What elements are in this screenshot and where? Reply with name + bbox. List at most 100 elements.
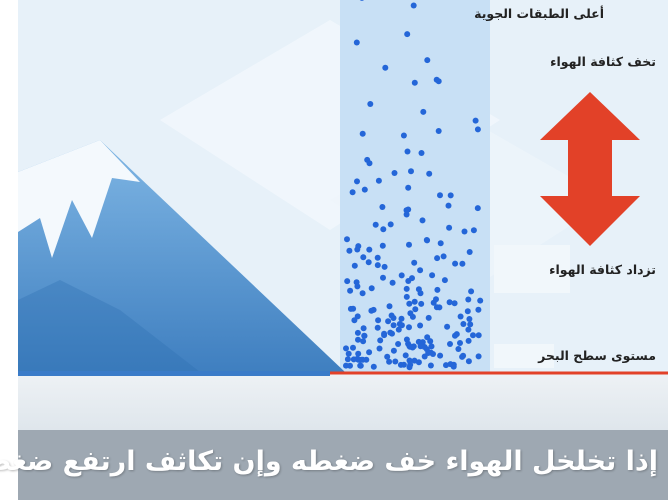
air-molecule [444,323,451,330]
air-molecule [347,362,353,369]
air-molecule [402,352,409,359]
label-panel [494,344,554,368]
air-molecule [354,178,360,185]
air-molecule [349,189,356,196]
air-molecule [466,316,473,322]
air-molecule [391,170,398,176]
air-molecule [447,341,453,347]
air-molecule [403,211,410,218]
air-molecule [368,307,375,314]
air-molecule [466,249,473,255]
air-molecule [347,287,354,294]
air-molecule [424,237,431,244]
air-molecule [465,326,472,333]
air-molecule [409,313,416,320]
mountain [18,140,345,372]
air-molecule [404,31,411,38]
air-molecule [374,324,381,331]
air-molecule [351,317,358,324]
air-molecule [379,204,386,210]
air-molecule [390,347,397,354]
air-molecule [359,290,366,297]
air-molecule [441,277,448,284]
air-molecule [354,329,361,336]
air-molecule [386,358,393,365]
air-molecule [363,356,370,363]
air-molecule [447,361,454,368]
air-molecule [388,312,395,319]
air-molecule [355,350,362,357]
air-molecule [437,192,443,199]
air-molecule [398,315,405,322]
air-molecule [437,240,444,247]
air-molecule [408,168,414,175]
air-molecule [386,303,393,310]
air-molecule [365,259,372,266]
air-molecule [475,353,482,360]
air-molecule [376,345,383,352]
air-molecule [437,352,444,359]
air-molecule [359,0,365,1]
air-molecule [455,346,462,352]
air-molecule [395,326,402,333]
air-molecule [382,64,389,71]
air-molecule [374,262,381,269]
air-molecule [464,308,471,315]
air-molecule [433,296,439,303]
air-molecule [404,148,411,155]
air-molecule [411,259,418,266]
air-molecule [474,126,481,133]
air-molecule [410,343,417,350]
air-molecule [465,358,472,365]
air-molecule [361,332,368,339]
air-molecule [406,324,412,331]
air-molecule [475,332,482,339]
air-molecule [470,227,477,234]
air-molecule [435,78,442,85]
air-molecule [410,2,417,9]
air-molecule [477,297,484,304]
air-molecule [344,356,351,363]
air-molecule [470,332,476,339]
air-molecule [344,278,351,285]
air-molecule [384,353,391,360]
air-molecule [429,272,436,279]
air-molecule [428,343,435,350]
air-molecule [445,202,452,209]
air-molecules [343,0,484,371]
air-molecule [443,362,449,369]
air-molecule [389,330,395,337]
air-molecule [405,184,412,191]
label-panel [494,245,570,293]
air-molecule [354,283,361,290]
caption-text: إذا تخلخل الهواء خف ضغطه وإن تكاثف ارتفع… [0,446,658,477]
double-arrow-icon [540,92,640,246]
air-molecule [406,342,413,349]
air-molecule [360,254,367,261]
air-molecule [403,285,410,292]
air-molecule [351,262,358,269]
air-molecule [434,255,441,262]
air-molecule [389,279,396,286]
air-molecule [368,285,375,292]
air-molecule [418,300,425,307]
air-molecule [350,344,356,351]
air-molecule [347,305,354,312]
air-molecule [465,337,472,344]
air-molecule [411,298,418,305]
air-molecule [406,300,413,307]
air-molecule [474,205,481,212]
air-molecule [436,304,443,311]
air-molecule [385,318,392,325]
air-molecule [415,359,422,366]
air-molecule [415,286,422,293]
air-molecule [370,363,377,370]
air-molecule [364,156,371,163]
air-molecule [403,336,410,343]
air-molecule [374,254,381,261]
air-molecule [457,340,463,346]
air-molecule [427,362,434,369]
air-molecule [452,260,459,267]
caption-bar: إذا تخلخل الهواء خف ضغطه وإن تكاثف ارتفع… [0,430,668,500]
air-molecule [359,130,366,137]
